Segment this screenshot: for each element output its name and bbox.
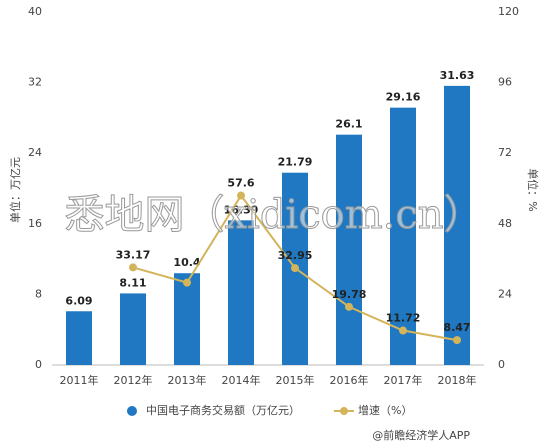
y2-tick-label: 0 <box>498 358 505 371</box>
x-tick-label: 2012年 <box>114 373 153 387</box>
line-value-label: 57.6 <box>227 177 254 190</box>
bar-value-label: 6.09 <box>65 294 92 307</box>
bar <box>336 134 362 365</box>
x-tick-label: 2011年 <box>60 373 99 387</box>
y-tick-label: 32 <box>28 76 42 89</box>
line-point <box>129 263 137 272</box>
line-point <box>183 278 191 287</box>
bar <box>66 311 92 365</box>
bar-value-label: 31.63 <box>440 69 475 82</box>
legend-swatch <box>340 407 348 415</box>
line-value-label: 8.47 <box>443 321 470 334</box>
y-axis-label: 单位：万亿元 <box>8 157 22 223</box>
y2-tick-label: 48 <box>498 217 512 230</box>
line-value-label: 32.95 <box>278 249 313 262</box>
line-point <box>453 336 461 345</box>
x-tick-label: 2015年 <box>276 373 315 387</box>
x-tick-label: 2016年 <box>330 373 369 387</box>
x-tick-label: 2013年 <box>168 373 207 387</box>
y2-axis-label: 单位：% <box>526 168 540 211</box>
line-point <box>345 302 353 311</box>
source: @前瞻经济学人APP <box>372 428 470 442</box>
bar-value-label: 29.16 <box>386 91 421 104</box>
legend-swatch <box>127 406 137 416</box>
y-tick-label: 8 <box>35 287 42 300</box>
line-value-label: 33.17 <box>116 248 151 261</box>
bar-value-label: 8.11 <box>119 276 146 289</box>
bar-value-label: 26.1 <box>335 118 362 131</box>
line-value-label: 19.78 <box>332 288 367 301</box>
x-tick-label: 2017年 <box>384 373 423 387</box>
y2-tick-label: 120 <box>498 5 519 18</box>
y2-tick-label: 72 <box>498 146 512 159</box>
y2-tick-label: 24 <box>498 287 512 300</box>
x-tick-label: 2018年 <box>438 373 477 387</box>
bar <box>390 107 416 366</box>
line-point <box>291 264 299 273</box>
legend-label: 增速（%） <box>358 403 412 417</box>
line-point <box>237 191 245 200</box>
y-tick-label: 0 <box>35 358 42 371</box>
bar <box>120 293 146 365</box>
bar <box>444 85 470 366</box>
bar-value-label: 21.79 <box>278 156 313 169</box>
bar <box>228 220 254 365</box>
y-tick-label: 24 <box>28 146 42 159</box>
bar-value-label: 10.4 <box>173 256 200 269</box>
watermark: 悉地网（xidicom.cn） <box>64 192 483 238</box>
x-tick-label: 2014年 <box>222 373 261 387</box>
y-tick-label: 16 <box>28 217 42 230</box>
line-value-label: 11.72 <box>386 312 421 325</box>
y-tick-label: 40 <box>28 5 42 18</box>
legend-label: 中国电子商务交易额（万亿元） <box>146 403 300 417</box>
line-point <box>399 326 407 335</box>
bar <box>174 273 200 365</box>
y2-tick-label: 96 <box>498 76 512 89</box>
